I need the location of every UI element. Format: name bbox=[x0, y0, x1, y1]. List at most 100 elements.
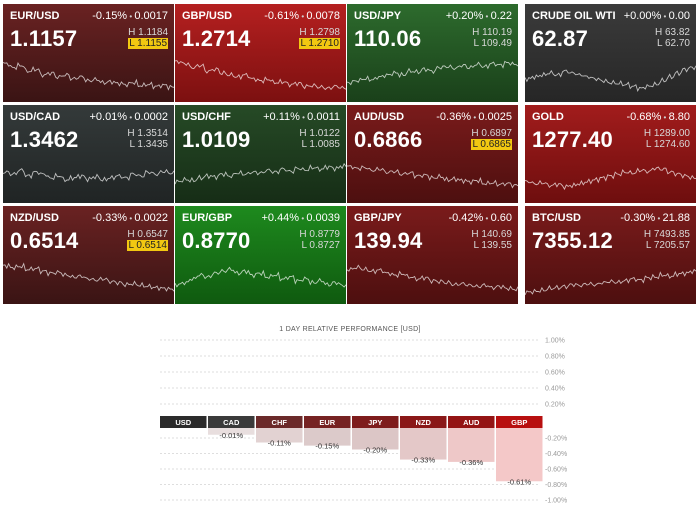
tile-change-absolute: 0.22 bbox=[490, 10, 512, 22]
sparkline-path bbox=[3, 262, 174, 292]
value-label: -0.20% bbox=[363, 446, 387, 455]
tile-high-low: H 1.0122 L 1.0085 bbox=[299, 128, 340, 150]
y-tick-label: 0.40% bbox=[545, 386, 565, 393]
tile-sparkline bbox=[175, 162, 346, 185]
tile-change: -0.61% • 0.0078 bbox=[264, 10, 340, 22]
tile-sparkline bbox=[347, 60, 518, 86]
category-header-usd bbox=[160, 416, 207, 428]
tile-low: L 1.0085 bbox=[301, 139, 340, 150]
separator-dot-icon: • bbox=[471, 113, 479, 122]
value-label: -0.33% bbox=[411, 456, 435, 465]
tile-change: -0.30% • 21.88 bbox=[620, 212, 690, 224]
tile-change-percent: -0.33% bbox=[92, 212, 128, 224]
category-header-gbp bbox=[496, 416, 543, 428]
category-header-aud bbox=[448, 416, 495, 428]
tile-price: 0.8770 bbox=[182, 228, 251, 253]
tile-low: L 0.8727 bbox=[301, 240, 340, 251]
tile-high-low: H 0.8779 L 0.8727 bbox=[299, 229, 340, 251]
y-tick-label: -0.40% bbox=[545, 451, 567, 458]
sparkline-path bbox=[3, 168, 174, 183]
tile-crude-oil-wti[interactable]: CRUDE OIL WTI +0.00% • 0.00 62.87 H 63.82 L … bbox=[525, 4, 696, 102]
tile-btc-usd[interactable]: BTC/USD -0.30% • 21.88 7355.12 H 7493.85 L 7… bbox=[525, 206, 696, 304]
y-tick-label: 0.60% bbox=[545, 370, 565, 377]
sparkline-path bbox=[175, 60, 346, 91]
value-label: -0.11% bbox=[268, 439, 292, 448]
tile-high-low: H 1.3514 L 1.3435 bbox=[127, 128, 168, 150]
relative-performance-chart: 1 DAY RELATIVE PERFORMANCE [USD] 1.00% 0.8… bbox=[0, 304, 700, 514]
tile-low: L 139.55 bbox=[473, 240, 512, 251]
tile-symbol: NZD/USD bbox=[10, 212, 59, 224]
sparkline-path bbox=[525, 268, 696, 296]
category-label: CHF bbox=[272, 418, 288, 427]
tile-low: L 62.70 bbox=[657, 38, 690, 49]
tile-low: L 7205.57 bbox=[645, 240, 690, 251]
tile-usd-cad[interactable]: USD/CAD +0.01% • 0.0002 1.3462 H 1.3514 L 1.… bbox=[3, 105, 174, 203]
tile-change-percent: +0.00% bbox=[623, 10, 662, 22]
tile-usd-chf[interactable]: USD/CHF +0.11% • 0.0011 1.0109 H 1.0122 L 1.… bbox=[175, 105, 346, 203]
tile-usd-jpy[interactable]: USD/JPY +0.20% • 0.22 110.06 H 110.19 L 109.… bbox=[347, 4, 518, 102]
tile-symbol: EUR/USD bbox=[10, 10, 60, 22]
tile-low: L 0.6865 bbox=[471, 139, 512, 150]
tile-change-percent: -0.15% bbox=[92, 10, 128, 22]
tile-high: H 7493.85 bbox=[643, 229, 690, 240]
separator-dot-icon: • bbox=[661, 113, 669, 122]
tile-gbp-usd[interactable]: GBP/USD -0.61% • 0.0078 1.2714 H 1.2798 L 1.… bbox=[175, 4, 346, 102]
tile-price: 62.87 bbox=[532, 26, 589, 51]
tile-change-absolute: 0.0002 bbox=[134, 111, 168, 123]
sparkline-path bbox=[347, 165, 518, 189]
tile-symbol: USD/JPY bbox=[354, 10, 402, 22]
tile-high: H 1.2798 bbox=[299, 27, 340, 38]
tile-aud-usd[interactable]: AUD/USD -0.36% • 0.0025 0.6866 H 0.6897 L 0.… bbox=[347, 105, 518, 203]
performance-bar bbox=[256, 428, 303, 443]
sparkline-path bbox=[525, 166, 696, 191]
performance-bar bbox=[448, 428, 495, 462]
sparkline-path bbox=[175, 266, 346, 288]
category-label: CAD bbox=[223, 418, 240, 427]
category-label: JPY bbox=[368, 418, 382, 427]
category-header-jpy bbox=[352, 416, 399, 428]
value-label: -0.15% bbox=[315, 442, 339, 451]
separator-dot-icon: • bbox=[299, 113, 308, 122]
performance-bar bbox=[496, 428, 543, 482]
tile-change: +0.44% • 0.0039 bbox=[261, 212, 340, 224]
chart-title: 1 DAY RELATIVE PERFORMANCE [USD] bbox=[279, 326, 420, 333]
tile-sparkline bbox=[175, 266, 346, 288]
y-tick-label: -0.20% bbox=[545, 436, 567, 443]
value-label: -0.61% bbox=[507, 477, 531, 486]
tile-eur-gbp[interactable]: EUR/GBP +0.44% • 0.0039 0.8770 H 0.8779 L 0.… bbox=[175, 206, 346, 304]
tile-price: 1.0109 bbox=[182, 127, 251, 152]
tile-gbp-jpy[interactable]: GBP/JPY -0.42% • 0.60 139.94 H 140.69 L 139.… bbox=[347, 206, 518, 304]
tile-price: 0.6514 bbox=[10, 228, 79, 253]
separator-dot-icon: • bbox=[127, 214, 135, 223]
category-label: GBP bbox=[511, 418, 527, 427]
tile-change-percent: +0.11% bbox=[263, 111, 300, 123]
tile-low: L 1.2710 bbox=[299, 38, 340, 49]
tile-sparkline bbox=[525, 166, 696, 191]
tile-nzd-usd[interactable]: NZD/USD -0.33% • 0.0022 0.6514 H 0.6547 L 0.… bbox=[3, 206, 174, 304]
performance-chart-svg: 1 DAY RELATIVE PERFORMANCE [USD] 1.00% 0.8… bbox=[160, 326, 567, 505]
market-tiles-grid: EUR/USD -0.15% • 0.0017 1.1157 H 1.1184 L 1.… bbox=[3, 4, 696, 304]
tile-sparkline bbox=[3, 262, 174, 292]
tile-high: H 110.19 bbox=[472, 27, 512, 38]
tile-eur-usd[interactable]: EUR/USD -0.15% • 0.0017 1.1157 H 1.1184 L 1.… bbox=[3, 4, 174, 102]
tile-sparkline bbox=[525, 268, 696, 296]
sparkline-path bbox=[3, 62, 174, 91]
tile-change-percent: -0.30% bbox=[620, 212, 656, 224]
tile-sparkline bbox=[3, 62, 174, 91]
separator-dot-icon: • bbox=[483, 214, 491, 223]
tile-symbol: BTC/USD bbox=[532, 212, 581, 224]
tile-high: H 0.6897 bbox=[471, 128, 512, 139]
separator-dot-icon: • bbox=[483, 12, 491, 21]
tile-gold[interactable]: GOLD -0.68% • 8.80 1277.40 H 1289.00 L 1274.… bbox=[525, 105, 696, 203]
y-tick-label: 0.80% bbox=[545, 354, 565, 361]
tile-change-percent: +0.20% bbox=[445, 10, 484, 22]
tile-change-percent: -0.36% bbox=[436, 111, 472, 123]
tile-change: +0.20% • 0.22 bbox=[446, 10, 512, 22]
category-header-eur bbox=[304, 416, 351, 428]
tile-high: H 140.69 bbox=[471, 229, 512, 240]
tile-change-percent: +0.44% bbox=[261, 212, 300, 224]
tile-price: 1.3462 bbox=[10, 127, 79, 152]
tile-change-absolute: 0.0078 bbox=[306, 10, 340, 22]
sparkline-path bbox=[347, 264, 518, 292]
tile-change-percent: -0.61% bbox=[264, 10, 300, 22]
